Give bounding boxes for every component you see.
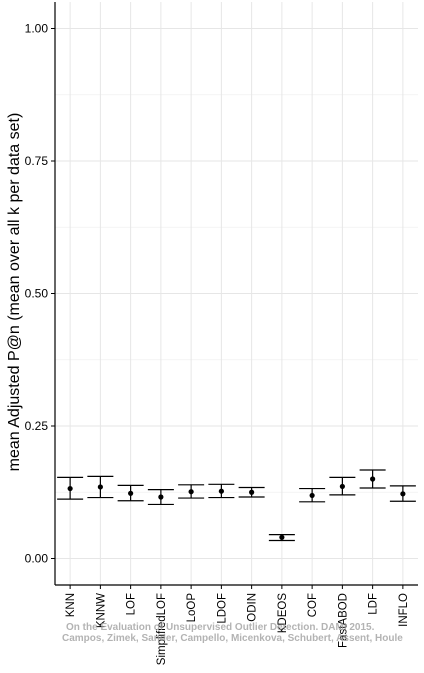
y-axis-ticks: 0.00 0.25 0.50 0.75 1.00 bbox=[25, 22, 55, 566]
y-tick-label: 0.75 bbox=[25, 154, 49, 168]
mean-point bbox=[400, 491, 406, 497]
x-tick-label: KNN bbox=[65, 593, 77, 617]
x-tick-label: LDOF bbox=[216, 593, 228, 624]
y-tick-label: 0.00 bbox=[25, 552, 49, 566]
x-tick-label: LOF bbox=[126, 593, 138, 615]
y-axis-title: mean Adjusted P@n (mean over all k per d… bbox=[6, 113, 23, 472]
x-tick-label: INFLO bbox=[398, 593, 410, 627]
mean-point bbox=[67, 485, 73, 492]
x-tick-label: KNNW bbox=[95, 593, 107, 628]
x-tick-label: SimplifiedLOF bbox=[156, 593, 168, 665]
mean-point bbox=[188, 489, 194, 495]
x-tick-label: KDEOS bbox=[277, 593, 289, 634]
x-tick-label: LoOP bbox=[186, 593, 198, 623]
watermark-line-2: Campos, Zimek, Sander, Campello, Micenko… bbox=[62, 633, 403, 644]
mean-point bbox=[279, 534, 285, 540]
y-tick-label: 0.50 bbox=[25, 287, 49, 301]
data-marks bbox=[57, 469, 416, 542]
mean-point bbox=[97, 484, 103, 490]
x-tick-label: ODIN bbox=[247, 593, 259, 622]
mean-point bbox=[218, 488, 224, 494]
watermark-line-1: On the Evaluation of Unsupervised Outlie… bbox=[66, 622, 375, 633]
mean-point bbox=[339, 483, 345, 490]
y-tick-label: 1.00 bbox=[25, 22, 49, 36]
watermark: On the Evaluation of Unsupervised Outlie… bbox=[62, 622, 403, 644]
x-tick-label: COF bbox=[307, 593, 319, 617]
mean-point bbox=[370, 476, 376, 482]
mean-point bbox=[128, 490, 134, 496]
x-tick-label: FastABOD bbox=[337, 593, 349, 648]
x-tick-label: LDF bbox=[368, 593, 380, 615]
y-tick-label: 0.25 bbox=[25, 419, 49, 433]
mean-point bbox=[249, 489, 255, 495]
mean-point bbox=[158, 494, 164, 500]
mean-point bbox=[309, 492, 315, 499]
x-axis-labels: KNN KNNW LOF SimplifiedLOF LoOP LDOF ODIN KDEOS… bbox=[65, 585, 410, 665]
